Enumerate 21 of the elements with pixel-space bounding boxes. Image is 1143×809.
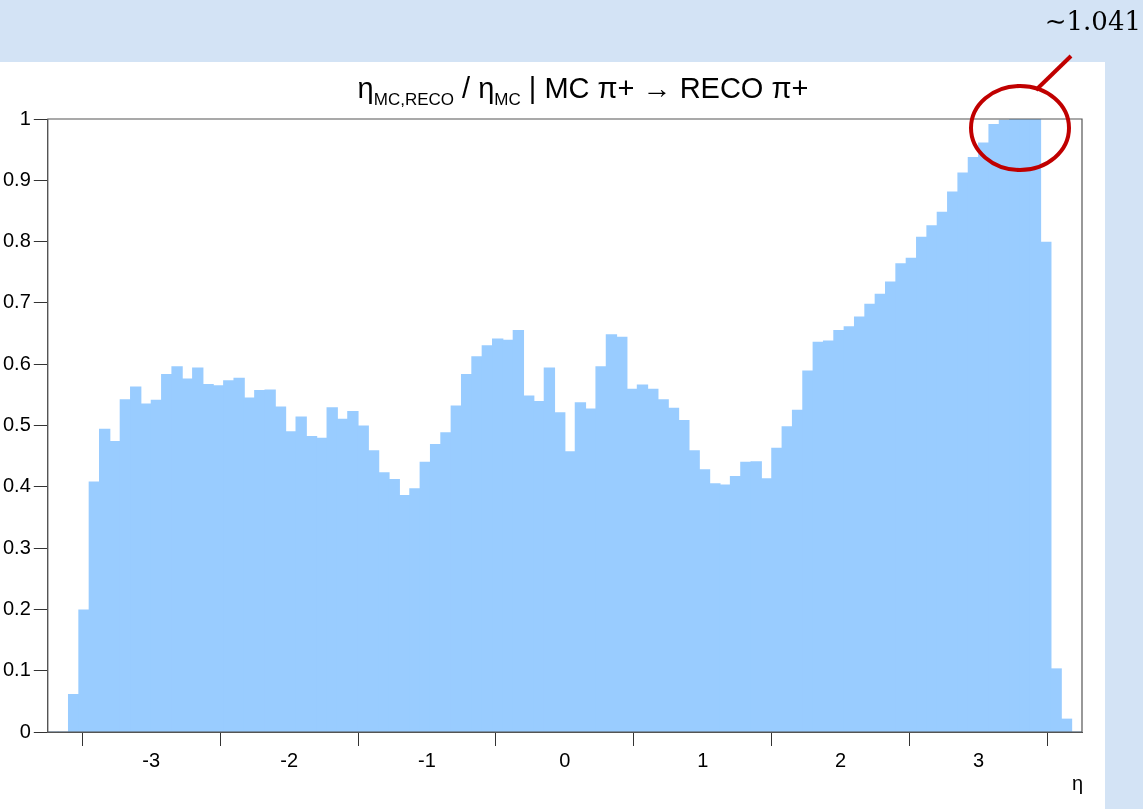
- y-tick-label: 0.3: [2, 535, 31, 558]
- text: ∼1.041: [1044, 6, 1141, 36]
- x-tick-label: 0: [559, 748, 571, 771]
- x-tick-label: -2: [280, 748, 299, 771]
- y-tick-label: 1: [19, 106, 31, 129]
- y-tick-label: 0.4: [2, 474, 31, 497]
- y-tick-label: 0.5: [2, 413, 31, 436]
- y-tick-label: 0.2: [2, 596, 31, 619]
- x-tick-label: 1: [697, 748, 709, 771]
- x-axis-title: η: [1071, 772, 1083, 795]
- y-tick-label: 0.1: [2, 658, 31, 681]
- y-tick-label: 0.7: [2, 290, 31, 313]
- y-tick-label: 0.6: [2, 351, 31, 374]
- x-tick-label: -1: [418, 748, 436, 771]
- chart-title: η$_{MC,RECO}$ / η$_{MC}$ | MC π+ → RECO π+: [356, 72, 810, 110]
- y-tick-label: 0.8: [2, 229, 31, 252]
- x-tick-label: 3: [973, 748, 985, 771]
- y-tick-label: 0.9: [2, 167, 31, 190]
- x-tick-label: -3: [142, 748, 161, 771]
- x-tick-label: 2: [835, 748, 847, 771]
- y-tick-label: 0: [19, 719, 31, 742]
